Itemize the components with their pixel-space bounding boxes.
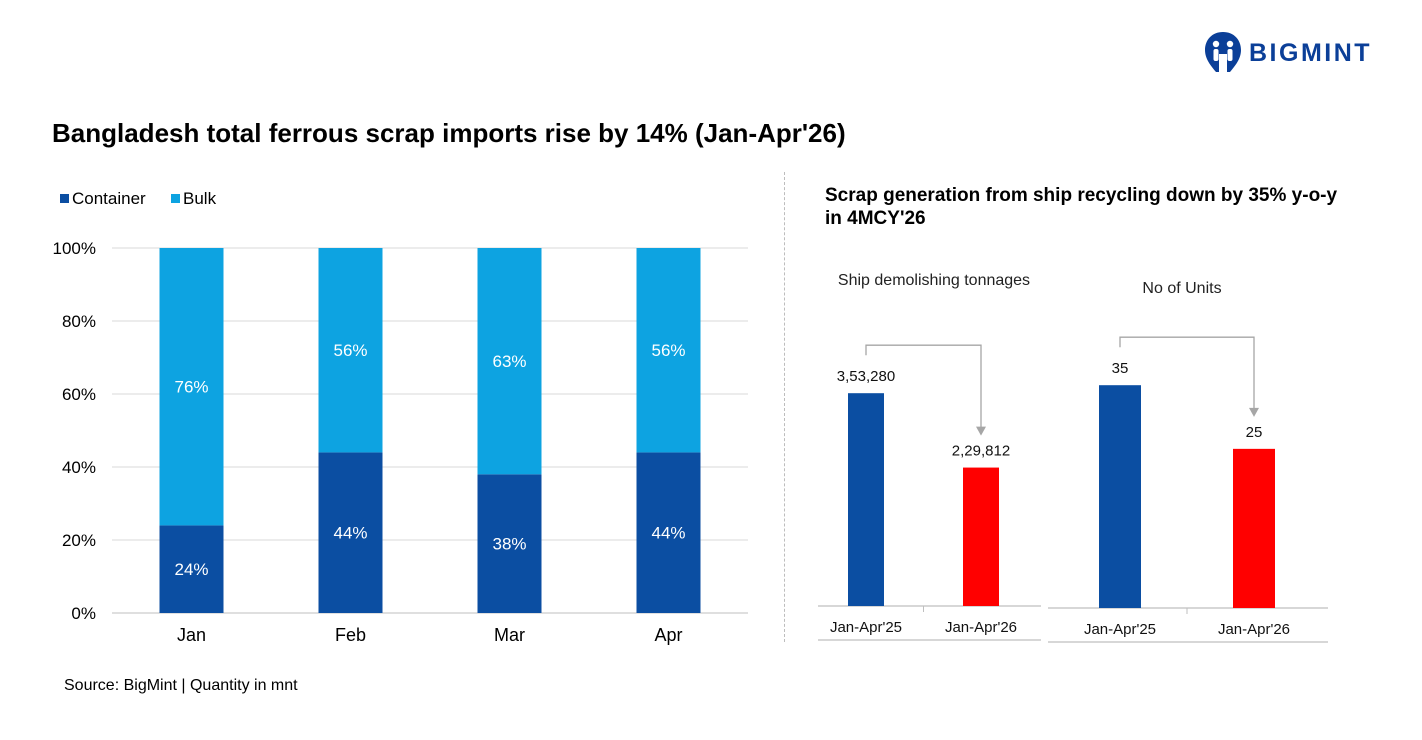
x-tick-label: Apr — [654, 625, 682, 645]
x-tick-label: Jan-Apr'26 — [1218, 621, 1290, 638]
panel-divider — [784, 172, 785, 642]
right-chart-title: Scrap generation from ship recycling dow… — [825, 185, 1338, 229]
y-tick-label: 80% — [62, 312, 96, 331]
bar-container-mar — [477, 474, 542, 613]
x-tick-label: Jan — [177, 625, 206, 645]
legend-swatch-bulk — [171, 194, 180, 203]
data-label: 44% — [333, 524, 367, 543]
data-label: 24% — [174, 560, 208, 579]
legend-label: Bulk — [183, 189, 217, 208]
data-label: 35 — [1112, 360, 1129, 377]
bar-prior-year — [848, 393, 884, 606]
comparison-connector — [865, 344, 982, 428]
sub-chart-title: Ship demolishing tonnages — [838, 272, 1030, 289]
data-label: 63% — [492, 352, 526, 371]
y-tick-label: 100% — [53, 239, 96, 258]
bar-current-year — [963, 467, 999, 606]
bar-bulk-mar — [477, 248, 542, 475]
bar-container-feb — [318, 452, 383, 613]
arrow-down-icon — [1249, 407, 1259, 417]
legend-swatch-container — [60, 194, 69, 203]
page-title: Bangladesh total ferrous scrap imports r… — [52, 118, 846, 148]
comparison-connector — [1119, 336, 1255, 409]
data-label: 38% — [492, 535, 526, 554]
bar-container-jan — [159, 525, 224, 613]
legend-label: Container — [72, 189, 146, 208]
x-tick-label: Jan-Apr'26 — [945, 619, 1017, 636]
brand-logo: BIGMINT — [1203, 30, 1393, 74]
bar-prior-year — [1099, 385, 1141, 608]
x-tick-label: Mar — [494, 625, 525, 645]
x-tick-label: Jan-Apr'25 — [830, 619, 902, 636]
y-tick-label: 20% — [62, 531, 96, 550]
y-tick-label: 40% — [62, 458, 96, 477]
data-label: 56% — [651, 341, 685, 360]
y-tick-label: 60% — [62, 385, 96, 404]
bar-bulk-jan — [159, 248, 224, 526]
data-label: 76% — [174, 378, 208, 397]
bar-bulk-apr — [636, 248, 701, 453]
y-tick-label: 0% — [71, 604, 96, 623]
bar-container-apr — [636, 452, 701, 613]
x-tick-label: Feb — [335, 625, 366, 645]
brand-name: BIGMINT — [1249, 39, 1373, 67]
data-label: 44% — [651, 524, 685, 543]
data-label: 25 — [1246, 424, 1263, 441]
sub-chart-title: No of Units — [1142, 280, 1221, 297]
data-label: 56% — [333, 341, 367, 360]
bigmint-logo-icon — [1205, 32, 1241, 72]
source-note: Source: BigMint | Quantity in mnt — [64, 677, 298, 694]
bar-current-year — [1233, 448, 1275, 608]
data-label: 3,53,280 — [837, 368, 895, 385]
x-tick-label: Jan-Apr'25 — [1084, 621, 1156, 638]
bar-bulk-feb — [318, 248, 383, 453]
arrow-down-icon — [976, 426, 986, 436]
data-label: 2,29,812 — [952, 443, 1010, 460]
